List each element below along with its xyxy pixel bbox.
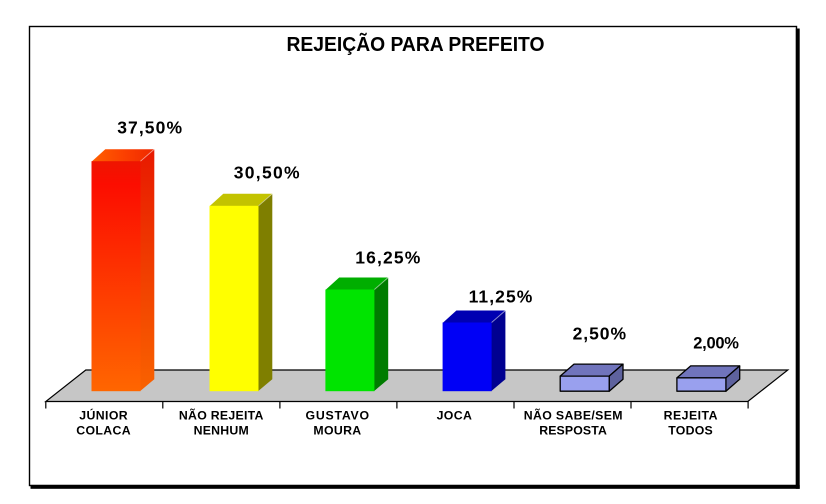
svg-text:37,50%: 37,50% [117, 118, 182, 138]
svg-text:NENHUM: NENHUM [194, 424, 249, 438]
svg-text:RESPOSTA: RESPOSTA [539, 424, 607, 438]
svg-text:NÃO SABE/SEM: NÃO SABE/SEM [524, 407, 623, 422]
svg-text:JÚNIOR: JÚNIOR [79, 407, 128, 422]
svg-text:JOCA: JOCA [437, 408, 472, 422]
svg-text:30,50%: 30,50% [234, 163, 300, 183]
svg-text:TODOS: TODOS [668, 424, 712, 438]
svg-text:2,00%: 2,00% [693, 335, 739, 353]
svg-text:REJEIÇÃO PARA PREFEITO: REJEIÇÃO PARA PREFEITO [287, 33, 545, 56]
svg-text:16,25%: 16,25% [355, 248, 420, 268]
svg-text:COLACA: COLACA [76, 424, 131, 438]
svg-text:GUSTAVO: GUSTAVO [306, 408, 370, 422]
svg-text:MOURA: MOURA [313, 424, 361, 438]
svg-text:11,25%: 11,25% [469, 287, 533, 307]
svg-text:NÃO REJEITA: NÃO REJEITA [179, 407, 264, 422]
svg-text:REJEITA: REJEITA [664, 408, 718, 422]
svg-text:2,50%: 2,50% [573, 324, 627, 344]
